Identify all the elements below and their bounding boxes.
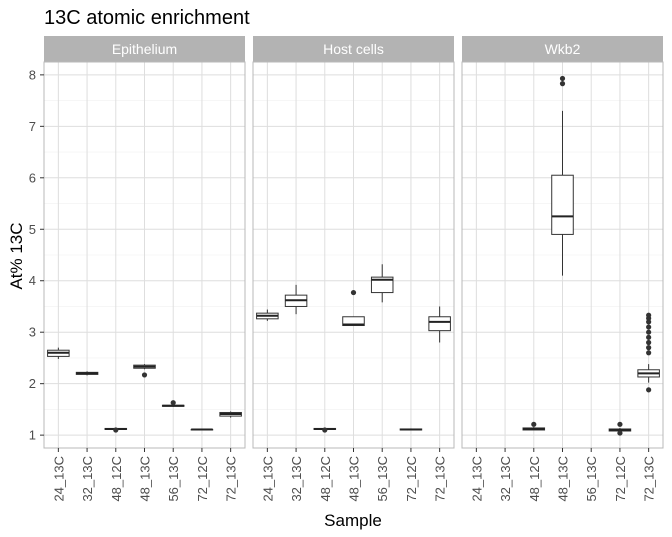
box-iqr: [370, 276, 394, 294]
outlier-point: [113, 427, 119, 433]
facet-strip: [253, 36, 454, 62]
x-tick-label: 56_13C: [166, 456, 181, 502]
box-56_13C: [370, 264, 394, 303]
chart-title: 13C atomic enrichment: [44, 7, 250, 29]
outlier-point: [646, 324, 652, 330]
y-tick-label: 1: [29, 428, 36, 443]
box-48_12C: [313, 427, 337, 433]
x-tick-label: 72_12C: [195, 456, 210, 502]
panels: Epithelium 24_13C 32_13C 48_12C 48_13C 56_13C…: [43, 36, 664, 502]
box-iqr: [551, 174, 574, 235]
box-48_13C: [133, 364, 156, 378]
x-tick-label: 48_13C: [556, 456, 571, 502]
y-tick-label: 3: [29, 325, 36, 340]
x-tick-label: 48_12C: [109, 456, 124, 502]
outlier-point: [559, 81, 566, 87]
x-tick-label: 72_13C: [433, 456, 448, 502]
box-48_13C: [551, 75, 574, 276]
outlier-point: [646, 345, 652, 351]
y-tick-label: 6: [29, 170, 36, 185]
y-tick-label: 4: [29, 273, 36, 288]
x-tick-label: 48_13C: [347, 456, 362, 502]
outlier-point: [617, 430, 623, 436]
box-32_13C: [75, 371, 99, 376]
box-32_13C: [284, 284, 308, 315]
x-tick-label: 24_13C: [51, 456, 66, 502]
y-tick-label: 8: [29, 67, 36, 82]
x-tick-label: 72_13C: [224, 456, 239, 502]
box-24_13C: [256, 309, 279, 321]
box-iqr: [428, 316, 451, 332]
x-tick-label: 72_13C: [642, 456, 657, 502]
panel-host-cells: Host cells 24_13C 32_13C 48_12C 48_13C 56_13C…: [252, 36, 455, 502]
outlier-point: [646, 350, 652, 356]
outlier-point: [646, 329, 652, 335]
facet-label: Epithelium: [112, 41, 177, 57]
outlier-point: [646, 312, 652, 318]
x-tick-label: 32_13C: [498, 456, 513, 502]
box-72_13C: [637, 312, 660, 393]
outlier-point: [646, 387, 652, 393]
box-72_13C: [219, 411, 242, 418]
y-tick-label: 7: [29, 119, 36, 134]
facet-label: Host cells: [323, 41, 384, 57]
outlier-point: [322, 427, 328, 433]
box-56_13C: [161, 400, 185, 407]
facet-label: Wkb2: [545, 41, 581, 57]
box-72_12C: [399, 428, 423, 431]
x-tick-label: 24_13C: [469, 456, 484, 502]
outlier-point: [531, 421, 537, 427]
outlier-point: [646, 319, 652, 325]
box-iqr: [342, 316, 365, 327]
facet-strip: [44, 36, 245, 62]
outlier-point: [350, 289, 357, 296]
x-tick-label: 32_13C: [80, 456, 95, 502]
outlier-point: [559, 75, 566, 82]
panel-wkb2: Wkb2 24_13C 32_13C 48_12C 48_13C 56_13C 72_12C…: [461, 36, 664, 502]
x-tick-label: 24_13C: [260, 456, 275, 502]
panel-epithelium: Epithelium 24_13C 32_13C 48_12C 48_13C 56_13C…: [43, 36, 246, 502]
x-axis-title: Sample: [324, 511, 382, 530]
x-tick-label: 32_13C: [289, 456, 304, 502]
x-tick-label: 72_12C: [613, 456, 628, 502]
box-72_12C: [190, 428, 214, 431]
box-48_12C: [522, 421, 546, 431]
x-tick-label: 56_13C: [584, 456, 599, 502]
x-tick-label: 48_12C: [318, 456, 333, 502]
outlier-point: [646, 339, 652, 346]
outlier-point: [617, 421, 623, 427]
x-tick-label: 48_13C: [138, 456, 153, 502]
y-axis: 1 2 3 4 5 6 7 8: [29, 67, 44, 443]
x-tick-label: 56_13C: [375, 456, 390, 502]
y-axis-title: At% 13C: [7, 222, 26, 289]
box-24_13C: [47, 347, 70, 359]
x-tick-label: 72_12C: [404, 456, 419, 502]
outlier-point: [141, 372, 148, 378]
outlier-point: [646, 334, 652, 340]
box-72_12C: [608, 421, 632, 436]
outlier-point: [170, 400, 176, 406]
box-72_13C: [428, 306, 451, 343]
y-tick-label: 5: [29, 222, 36, 237]
x-tick-label: 48_12C: [527, 456, 542, 502]
box-48_13C: [342, 289, 365, 327]
y-tick-label: 2: [29, 376, 36, 391]
facet-strip: [462, 36, 663, 62]
box-48_12C: [104, 427, 128, 433]
